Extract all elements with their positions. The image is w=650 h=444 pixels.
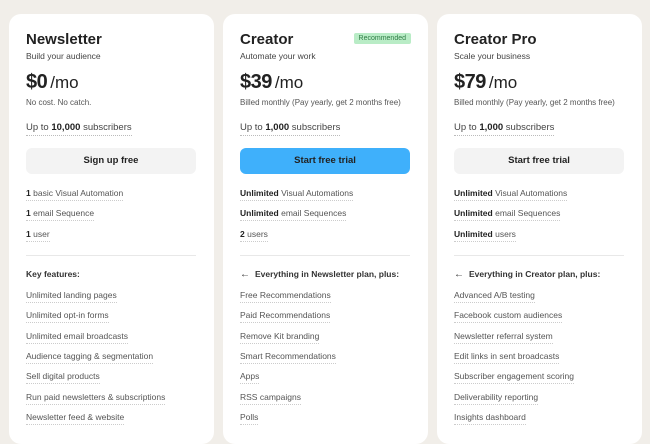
limit-value: 1: [26, 188, 31, 198]
plan-limit[interactable]: 2 users: [240, 229, 268, 242]
price-amount: $79: [454, 71, 486, 93]
limit-value: 1: [26, 208, 31, 219]
limit-value: Unlimited: [454, 188, 493, 198]
divider: [26, 255, 196, 256]
features-header-text: Everything in Newsletter plan, plus:: [255, 269, 400, 279]
start-free-trial-button[interactable]: Start free trial: [454, 148, 624, 174]
subscriber-limit[interactable]: Up to 1,000 subscribers: [454, 122, 555, 136]
feature-item[interactable]: Advanced A/B testing: [454, 290, 535, 303]
subs-prefix: Up to: [454, 122, 477, 133]
plan-subtitle: Scale your business: [454, 51, 531, 61]
subs-count: 1,000: [479, 122, 504, 133]
feature-item[interactable]: Unlimited landing pages: [26, 290, 117, 303]
limit-text: email Sequence: [33, 208, 95, 219]
subs-count: 1,000: [265, 122, 290, 133]
subscriber-limit[interactable]: Up to 1,000 subscribers: [240, 122, 341, 136]
limit-text: basic Visual Automation: [33, 188, 124, 198]
subs-suffix: subscribers: [291, 122, 341, 133]
feature-item[interactable]: Free Recommendations: [240, 290, 331, 303]
limit-text: users: [495, 228, 516, 239]
plan-limit[interactable]: Unlimited email Sequences: [454, 208, 561, 222]
plan-title: Creator: [240, 31, 294, 48]
limit-text: Visual Automations: [495, 188, 568, 198]
limit-value: Unlimited: [454, 208, 493, 219]
feature-item[interactable]: Run paid newsletters & subscriptions: [26, 392, 166, 405]
feature-item[interactable]: Insights dashboard: [454, 412, 526, 425]
feature-item[interactable]: Edit links in sent broadcasts: [454, 351, 560, 364]
price-period: /mo: [488, 73, 518, 92]
subscriber-limit[interactable]: Up to 10,000 subscribers: [26, 122, 132, 136]
feature-item[interactable]: Audience tagging & segmentation: [26, 351, 154, 364]
feature-item[interactable]: Apps: [240, 371, 260, 385]
limit-text: users: [247, 228, 268, 239]
billing-note: Billed monthly (Pay yearly, get 2 months…: [240, 98, 401, 107]
plan-limit[interactable]: Unlimited Visual Automations: [454, 188, 568, 201]
feature-item[interactable]: Remove Kit branding: [240, 331, 320, 344]
subs-suffix: subscribers: [505, 122, 555, 133]
plan-card-creator: Creator Recommended Automate your work $39/…: [223, 14, 428, 444]
price-amount: $39: [240, 71, 272, 93]
limit-value: 2: [240, 228, 245, 239]
plan-limit[interactable]: 1 basic Visual Automation: [26, 188, 124, 201]
features-header: Key features:: [26, 269, 80, 280]
billing-note: Billed monthly (Pay yearly, get 2 months…: [454, 98, 615, 107]
price-period: /mo: [50, 73, 79, 92]
limit-text: Visual Automations: [281, 188, 354, 198]
limit-text: user: [33, 228, 50, 239]
feature-item[interactable]: Paid Recommendations: [240, 310, 331, 324]
limit-value: Unlimited: [240, 208, 279, 219]
divider: [454, 255, 624, 256]
limit-value: 1: [26, 228, 31, 239]
plan-title: Newsletter: [26, 31, 102, 48]
feature-item[interactable]: Subscriber engagement scoring: [454, 371, 575, 385]
divider: [240, 255, 410, 256]
arrow-left-icon: ←: [240, 269, 250, 280]
subs-count: 10,000: [51, 122, 81, 133]
feature-item[interactable]: Deliverability reporting: [454, 392, 539, 405]
subs-suffix: subscribers: [83, 122, 132, 133]
plan-limit[interactable]: Unlimited email Sequences: [240, 208, 347, 222]
plan-price: $0/mo: [26, 71, 79, 94]
subs-prefix: Up to: [240, 122, 263, 133]
plan-card-newsletter: Newsletter Build your audience $0/mo No cos…: [9, 14, 214, 444]
features-header-text: Everything in Creator plan, plus:: [469, 269, 601, 279]
plan-subtitle: Automate your work: [240, 51, 316, 61]
arrow-left-icon: ←: [454, 269, 464, 280]
features-header: ← Everything in Newsletter plan, plus:: [240, 269, 399, 280]
plan-limit[interactable]: Unlimited users: [454, 229, 516, 242]
features-header-text: Key features:: [26, 269, 80, 279]
price-amount: $0: [26, 71, 48, 93]
feature-item[interactable]: Unlimited email broadcasts: [26, 331, 129, 344]
plan-limit[interactable]: 1 user: [26, 229, 50, 242]
subs-prefix: Up to: [26, 122, 49, 133]
feature-item[interactable]: Newsletter feed & website: [26, 412, 125, 425]
feature-item[interactable]: RSS campaigns: [240, 392, 301, 405]
price-period: /mo: [274, 73, 304, 92]
billing-note: No cost. No catch.: [26, 98, 92, 107]
feature-item[interactable]: Facebook custom audiences: [454, 310, 563, 324]
start-free-trial-button[interactable]: Start free trial: [240, 148, 410, 174]
feature-item[interactable]: Unlimited opt-in forms: [26, 310, 109, 324]
plan-limit[interactable]: 1 email Sequence: [26, 208, 95, 222]
feature-item[interactable]: Sell digital products: [26, 371, 100, 385]
plan-price: $39/mo: [240, 71, 303, 94]
plan-title: Creator Pro: [454, 31, 537, 48]
limit-value: Unlimited: [454, 228, 493, 239]
plan-price: $79/mo: [454, 71, 517, 94]
sign-up-free-button[interactable]: Sign up free: [26, 148, 196, 174]
plan-card-creator-pro: Creator Pro Scale your business $79/mo Bill…: [437, 14, 642, 444]
plan-subtitle: Build your audience: [26, 51, 101, 61]
limit-value: Unlimited: [240, 188, 279, 198]
plan-limit[interactable]: Unlimited Visual Automations: [240, 188, 354, 201]
feature-item[interactable]: Newsletter referral system: [454, 331, 553, 344]
features-header: ← Everything in Creator plan, plus:: [454, 269, 600, 280]
feature-item[interactable]: Polls: [240, 412, 259, 425]
feature-item[interactable]: Smart Recommendations: [240, 351, 336, 364]
recommended-badge: Recommended: [353, 33, 411, 44]
limit-text: email Sequences: [495, 208, 561, 219]
limit-text: email Sequences: [281, 208, 347, 219]
